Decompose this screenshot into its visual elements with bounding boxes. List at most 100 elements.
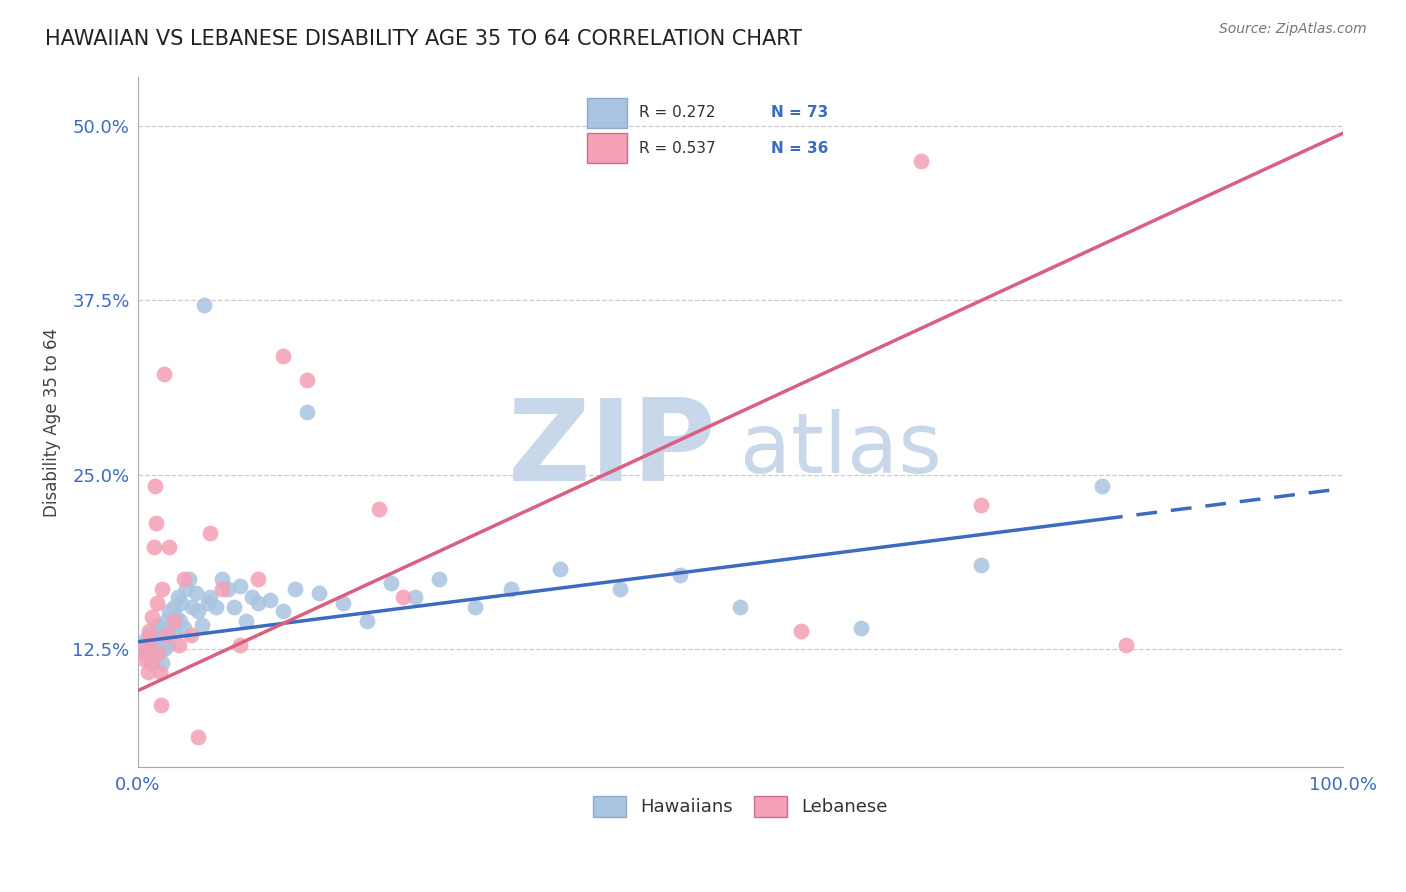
Point (404, 591, 426, 605)
Point (193, 297, 215, 311)
Point (167, 638, 190, 652)
Point (184, 586, 207, 600)
Point (150, 656, 173, 670)
Point (143, 479, 166, 493)
Point (163, 624, 186, 638)
Point (247, 572, 270, 586)
Point (132, 651, 155, 665)
Point (217, 582, 239, 596)
Point (380, 576, 402, 591)
Point (157, 624, 180, 638)
Point (427, 572, 450, 586)
Point (153, 368, 176, 382)
Point (146, 635, 169, 649)
Point (259, 593, 281, 607)
Point (295, 405, 318, 419)
Point (910, 154, 932, 169)
Point (197, 596, 219, 610)
Point (152, 621, 174, 635)
Point (149, 632, 172, 646)
Point (157, 540, 180, 554)
Point (224, 599, 246, 614)
Point (143, 638, 166, 652)
Point (229, 638, 252, 652)
Point (141, 635, 163, 649)
Point (139, 651, 162, 665)
Text: ZIP: ZIP (508, 394, 716, 506)
Point (392, 591, 415, 605)
Point (970, 498, 993, 512)
Point (136, 648, 159, 663)
Point (153, 631, 176, 645)
Point (205, 599, 228, 614)
Point (145, 516, 167, 531)
Point (145, 628, 167, 642)
Point (139, 632, 162, 646)
Point (153, 641, 176, 656)
Text: Source: ZipAtlas.com: Source: ZipAtlas.com (1219, 22, 1367, 37)
Point (970, 558, 993, 573)
Point (163, 614, 186, 628)
Point (160, 618, 183, 632)
Point (242, 591, 264, 605)
Point (136, 665, 159, 680)
Point (142, 631, 165, 645)
Text: atlas: atlas (741, 409, 942, 491)
Point (138, 641, 160, 656)
Point (1115, 638, 1137, 652)
Point (200, 591, 222, 605)
Point (174, 582, 197, 596)
Text: HAWAIIAN VS LEBANESE DISABILITY AGE 35 TO 64 CORRELATION CHART: HAWAIIAN VS LEBANESE DISABILITY AGE 35 T… (45, 29, 801, 48)
Point (134, 644, 156, 658)
Point (145, 648, 167, 663)
Point (156, 628, 179, 642)
Point (150, 582, 173, 596)
Point (247, 596, 270, 610)
Point (132, 638, 155, 652)
Point (142, 641, 165, 656)
Point (146, 596, 169, 610)
Point (211, 582, 233, 596)
Point (849, 621, 872, 635)
Point (149, 624, 172, 638)
Point (150, 638, 173, 652)
Point (548, 562, 571, 576)
Point (134, 638, 156, 652)
Point (149, 698, 172, 712)
Point (170, 596, 193, 610)
Point (730, 599, 752, 614)
Point (157, 638, 180, 652)
Point (148, 618, 170, 632)
Point (669, 568, 692, 582)
Point (173, 572, 195, 586)
Point (368, 502, 391, 516)
Point (180, 628, 202, 642)
Point (135, 646, 157, 660)
Point (501, 582, 523, 596)
Point (191, 618, 214, 632)
Point (157, 604, 180, 618)
Point (169, 614, 191, 628)
Point (271, 604, 294, 618)
Point (141, 609, 163, 624)
Point (173, 621, 195, 635)
Point (187, 604, 209, 618)
Point (187, 730, 209, 744)
Point (149, 641, 172, 656)
Point (138, 624, 160, 638)
Point (789, 624, 811, 638)
Point (177, 572, 200, 586)
Point (609, 582, 631, 596)
Point (163, 599, 186, 614)
Point (166, 591, 188, 605)
Point (308, 586, 330, 600)
Point (181, 599, 204, 614)
Point (135, 632, 157, 646)
Point (166, 609, 188, 624)
Point (142, 540, 165, 554)
Point (356, 614, 378, 628)
Point (464, 599, 486, 614)
Point (141, 656, 163, 670)
Point (229, 579, 252, 593)
Point (149, 665, 172, 680)
